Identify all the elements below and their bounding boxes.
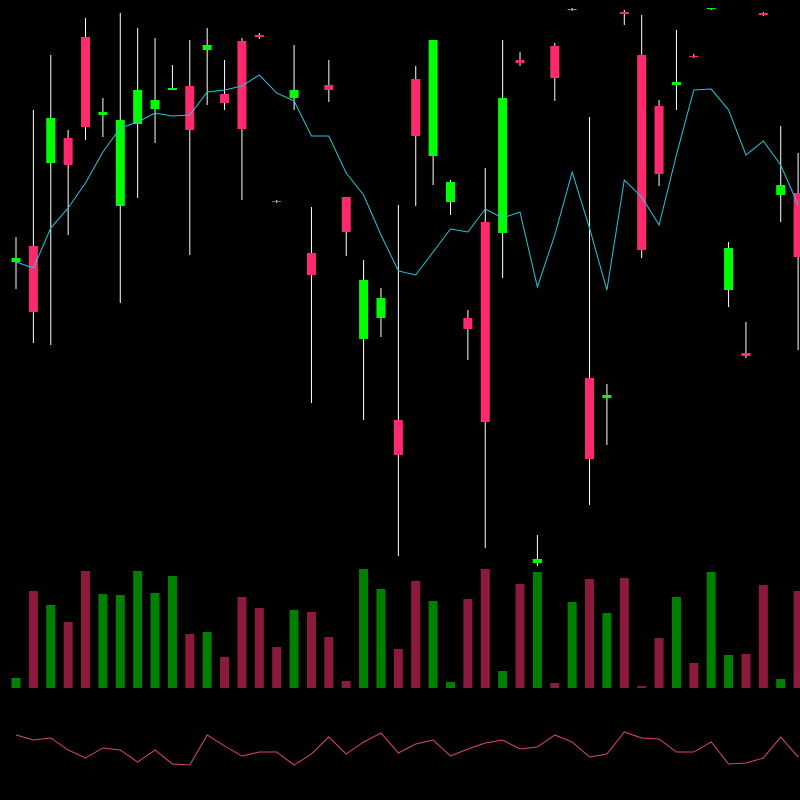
candle-body xyxy=(254,35,264,37)
volume-bar xyxy=(202,632,212,688)
candle-body xyxy=(585,378,595,459)
candle-body xyxy=(689,56,699,57)
volume-bar xyxy=(289,610,299,688)
volume-bar xyxy=(532,572,542,688)
volume-bar xyxy=(411,581,421,688)
volume-bar xyxy=(98,594,108,688)
volume-bar xyxy=(654,638,664,688)
candle-body xyxy=(220,94,230,103)
volume-bar xyxy=(150,593,160,688)
candle-body xyxy=(463,318,473,329)
candle-body xyxy=(654,106,664,174)
volume-bar xyxy=(306,612,316,688)
candle-body xyxy=(393,420,403,455)
volume-bar xyxy=(46,605,56,688)
volume-bar xyxy=(428,601,438,688)
candle-body xyxy=(724,248,734,290)
volume-bar xyxy=(376,589,386,688)
volume-bar xyxy=(724,655,734,688)
volume-bar xyxy=(254,608,264,688)
volume-bar xyxy=(602,613,612,688)
volume-bar xyxy=(585,579,595,688)
volume-bar xyxy=(446,682,455,688)
candle-body xyxy=(706,8,716,9)
candle-body xyxy=(376,298,386,318)
volume-bar xyxy=(133,571,143,688)
volume-bar xyxy=(463,599,473,688)
candle-body xyxy=(272,201,282,202)
candle-body xyxy=(359,280,369,339)
volume-bar xyxy=(741,654,751,688)
candle-body xyxy=(480,222,490,422)
candle-body xyxy=(411,79,421,136)
volume-bar xyxy=(515,584,525,688)
oscillator-line xyxy=(15,731,799,766)
candle-body xyxy=(550,46,560,78)
volume-bar xyxy=(567,602,577,688)
volume-bar xyxy=(81,571,91,688)
volume-bar xyxy=(237,597,247,688)
candle-body xyxy=(185,86,195,130)
candle-body xyxy=(289,90,299,98)
volume-bar xyxy=(498,671,508,688)
volume-bar xyxy=(324,637,334,688)
volume-bar xyxy=(220,657,230,688)
candle-body xyxy=(150,100,160,109)
candle-body xyxy=(498,98,508,233)
volume-bar xyxy=(550,683,560,688)
volume-bar xyxy=(793,591,800,688)
volume-bar xyxy=(619,578,629,688)
volume-bar xyxy=(776,679,786,688)
candle-body xyxy=(619,12,629,14)
candle-body xyxy=(202,45,212,50)
candle-body xyxy=(133,90,143,124)
volume-bar xyxy=(115,595,125,688)
volume-bar xyxy=(671,597,681,688)
volume-bar xyxy=(758,585,768,688)
volume-bar xyxy=(272,647,282,688)
candle-body xyxy=(63,138,73,165)
volume-bar xyxy=(706,572,716,688)
candle-body xyxy=(428,40,438,156)
volume-bar xyxy=(63,622,73,688)
volume-bar xyxy=(359,569,369,688)
candle-body xyxy=(11,258,21,262)
candle-body xyxy=(793,193,800,257)
candle-body xyxy=(28,246,38,312)
volume-bar xyxy=(637,686,647,688)
candle-body xyxy=(81,37,91,127)
candle-body xyxy=(341,197,351,232)
candle-body xyxy=(115,120,125,206)
candle-body xyxy=(637,55,647,250)
candle-body xyxy=(306,253,316,275)
volume-bar xyxy=(28,591,38,688)
volume-bar xyxy=(480,569,490,688)
candle-body xyxy=(532,559,542,563)
volume-bar xyxy=(185,634,195,688)
candle-body xyxy=(671,82,681,85)
volume-bar xyxy=(341,681,351,688)
volume-bar xyxy=(167,576,177,688)
candle-body xyxy=(446,182,455,202)
candle-body xyxy=(567,9,577,10)
candle-body xyxy=(237,41,247,129)
moving-average xyxy=(15,74,799,291)
candle-body xyxy=(324,85,334,90)
candle-body xyxy=(167,88,177,90)
candle-body xyxy=(98,112,108,115)
volume-bar xyxy=(393,649,403,688)
candle-body xyxy=(46,118,56,163)
candle-body xyxy=(515,60,525,63)
candle-body xyxy=(602,395,612,398)
volume-bar xyxy=(11,678,21,688)
candle-body xyxy=(741,353,751,356)
volume-bar xyxy=(689,663,699,688)
candle-body xyxy=(758,13,768,15)
candle-body xyxy=(776,185,786,195)
